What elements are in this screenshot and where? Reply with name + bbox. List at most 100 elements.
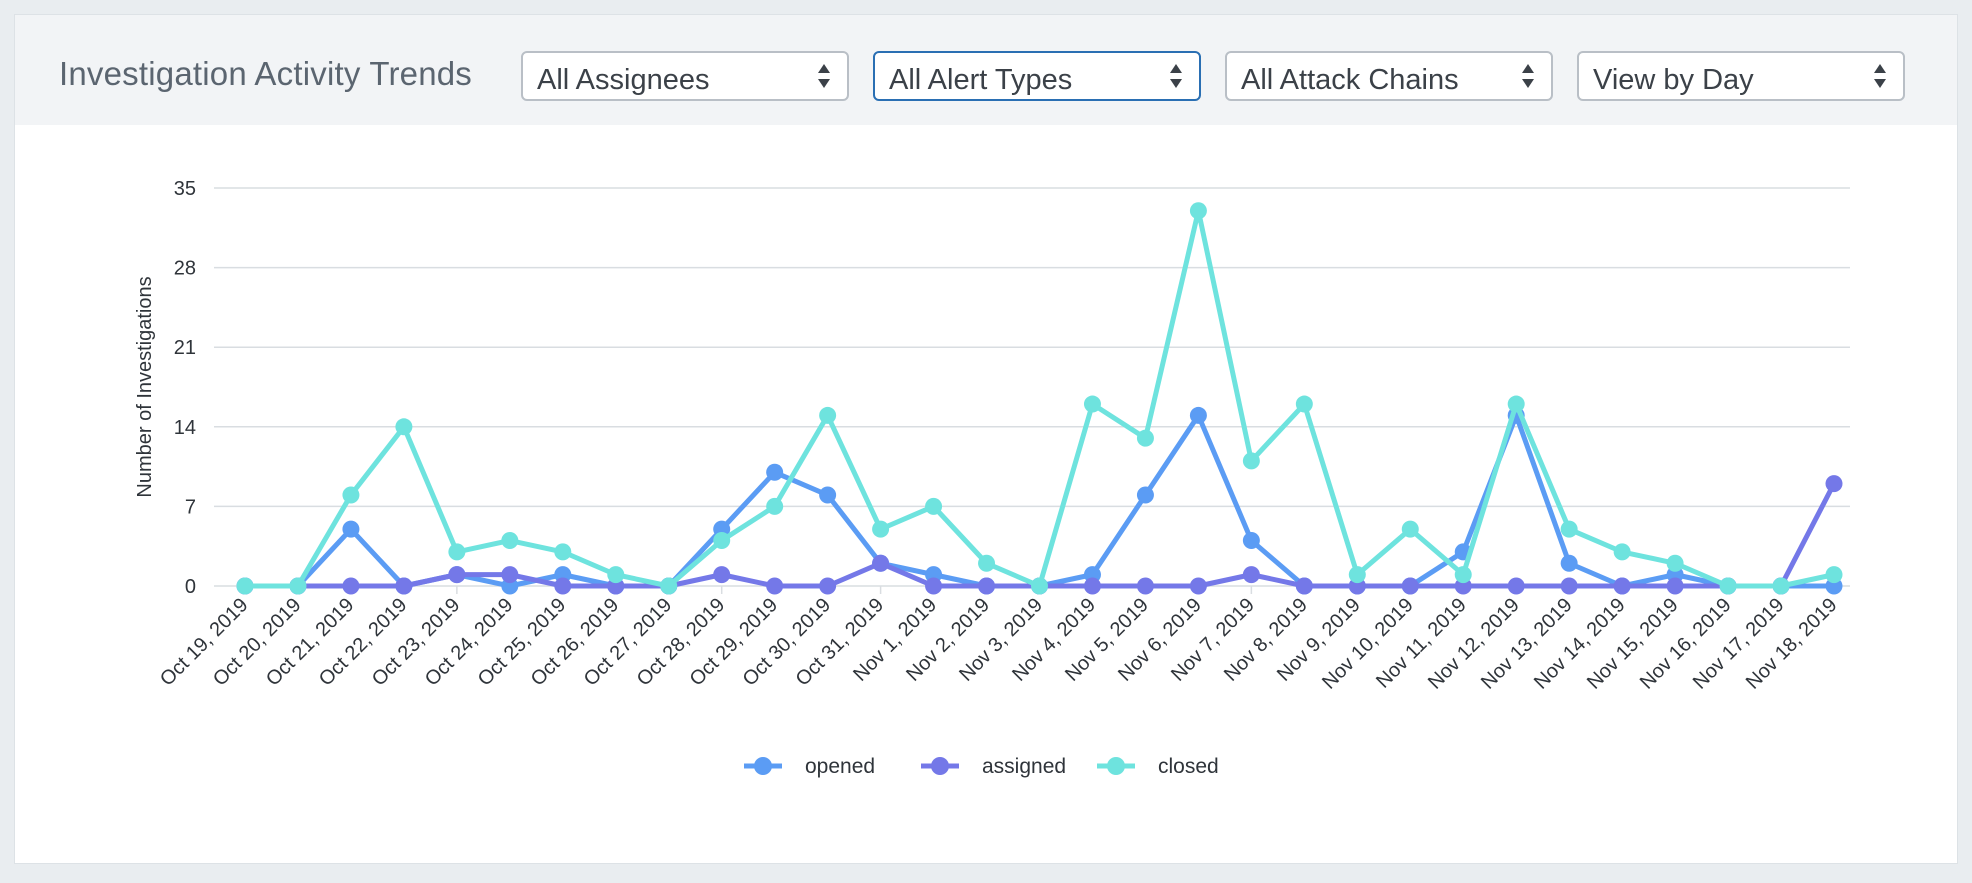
- assigned-point: [1136, 577, 1154, 595]
- assignees-select[interactable]: All Assignees: [521, 51, 849, 101]
- closed-point: [1295, 395, 1313, 413]
- closed-point: [660, 577, 678, 595]
- select-arrows-icon: [1522, 64, 1534, 88]
- closed-point: [872, 520, 890, 538]
- legend-label: closed: [1158, 755, 1219, 778]
- closed-point: [1772, 577, 1790, 595]
- assigned-point: [1666, 577, 1684, 595]
- y-tick-labels: 0 7 14 21 28 35: [174, 178, 196, 598]
- closed-point: [554, 543, 572, 561]
- assigned-point: [448, 566, 466, 584]
- assigned-point: [501, 566, 519, 584]
- attack-chains-select-value: All Attack Chains: [1241, 64, 1459, 96]
- y-tick-label: 14: [174, 417, 196, 439]
- opened-point: [1189, 406, 1207, 424]
- closed-point: [1666, 554, 1684, 572]
- assigned-point: [1825, 475, 1843, 493]
- closed-point: [1454, 566, 1472, 584]
- closed-point: [766, 497, 784, 515]
- closed-point: [395, 418, 413, 436]
- opened-point: [1136, 486, 1154, 504]
- assigned-point: [1560, 577, 1578, 595]
- closed-point: [978, 554, 996, 572]
- assigned-point: [1401, 577, 1419, 595]
- assigned-point: [1295, 577, 1313, 595]
- assignees-select-value: All Assignees: [537, 64, 710, 96]
- alert-types-select[interactable]: All Alert Types: [873, 51, 1201, 101]
- assigned-point: [766, 577, 784, 595]
- closed-point: [1613, 543, 1631, 561]
- trends-card: Investigation Activity Trends All Assign…: [14, 14, 1958, 864]
- closed-point: [1031, 577, 1048, 595]
- assigned-point: [554, 577, 572, 595]
- select-arrows-icon: [1874, 64, 1886, 88]
- closed-point: [1348, 566, 1366, 584]
- assigned-point: [925, 577, 943, 595]
- closed-point: [1189, 202, 1207, 220]
- closed-point: [448, 543, 466, 561]
- assigned-point: [872, 554, 890, 572]
- select-arrows-icon: [1170, 64, 1182, 88]
- attack-chains-select[interactable]: All Attack Chains: [1225, 51, 1553, 101]
- closed-point: [1560, 520, 1578, 538]
- view-by-select[interactable]: View by Day: [1577, 51, 1905, 101]
- assigned-line: [245, 482, 1837, 589]
- grid-layer: [214, 187, 1850, 594]
- assigned-point: [819, 577, 837, 595]
- legend-item-opened: opened: [744, 755, 875, 778]
- closed-point: [1507, 395, 1525, 413]
- closed-point: [1719, 577, 1737, 595]
- assigned-point: [1083, 577, 1101, 595]
- closed-point: [713, 532, 731, 550]
- assigned-point: [1613, 577, 1631, 595]
- assigned-point: [1507, 577, 1525, 595]
- y-tick-label: 28: [174, 258, 196, 280]
- assigned-point: [395, 577, 413, 595]
- legend-item-closed: closed: [1097, 755, 1219, 778]
- select-arrows-icon: [818, 64, 830, 88]
- legend: opened assigned closed: [744, 755, 1219, 778]
- opened-line: [245, 412, 1834, 589]
- y-tick-label: 0: [185, 576, 196, 598]
- legend-label: assigned: [982, 755, 1066, 778]
- view-by-select-value: View by Day: [1593, 64, 1754, 96]
- opened-point: [819, 486, 837, 504]
- y-tick-label: 35: [174, 178, 196, 200]
- closed-point: [1242, 452, 1260, 470]
- closed-point: [1401, 520, 1419, 538]
- closed-point: [1083, 395, 1101, 413]
- assigned-point: [1189, 577, 1207, 595]
- closed-point: [1136, 429, 1154, 447]
- closed-point: [1825, 566, 1843, 584]
- legend-swatch-dot: [1107, 757, 1125, 775]
- assigned-point: [713, 566, 731, 584]
- card-header: Investigation Activity Trends All Assign…: [15, 15, 1957, 125]
- legend-swatch-dot: [931, 757, 949, 775]
- y-tick-label: 21: [174, 337, 196, 359]
- closed-point: [342, 486, 360, 504]
- y-tick-label: 7: [185, 496, 196, 518]
- legend-item-assigned: assigned: [921, 755, 1066, 778]
- opened-point: [342, 520, 360, 538]
- opened-point: [766, 463, 784, 481]
- assigned-point: [342, 577, 360, 595]
- closed-point: [819, 406, 837, 424]
- card-title: Investigation Activity Trends: [59, 55, 472, 92]
- closed-point: [236, 577, 254, 595]
- legend-label: opened: [805, 755, 875, 778]
- series-opened: [236, 406, 1843, 595]
- y-axis-label: Number of Investigations: [134, 276, 156, 497]
- assigned-point: [978, 577, 996, 595]
- closed-point: [607, 566, 625, 584]
- opened-point: [1560, 554, 1578, 572]
- series-layer: [236, 202, 1843, 595]
- closed-point: [289, 577, 307, 595]
- series-closed: [236, 202, 1843, 595]
- assigned-point: [1242, 566, 1260, 584]
- alert-types-select-value: All Alert Types: [889, 64, 1073, 96]
- closed-point: [501, 532, 519, 550]
- legend-swatch-dot: [754, 757, 772, 775]
